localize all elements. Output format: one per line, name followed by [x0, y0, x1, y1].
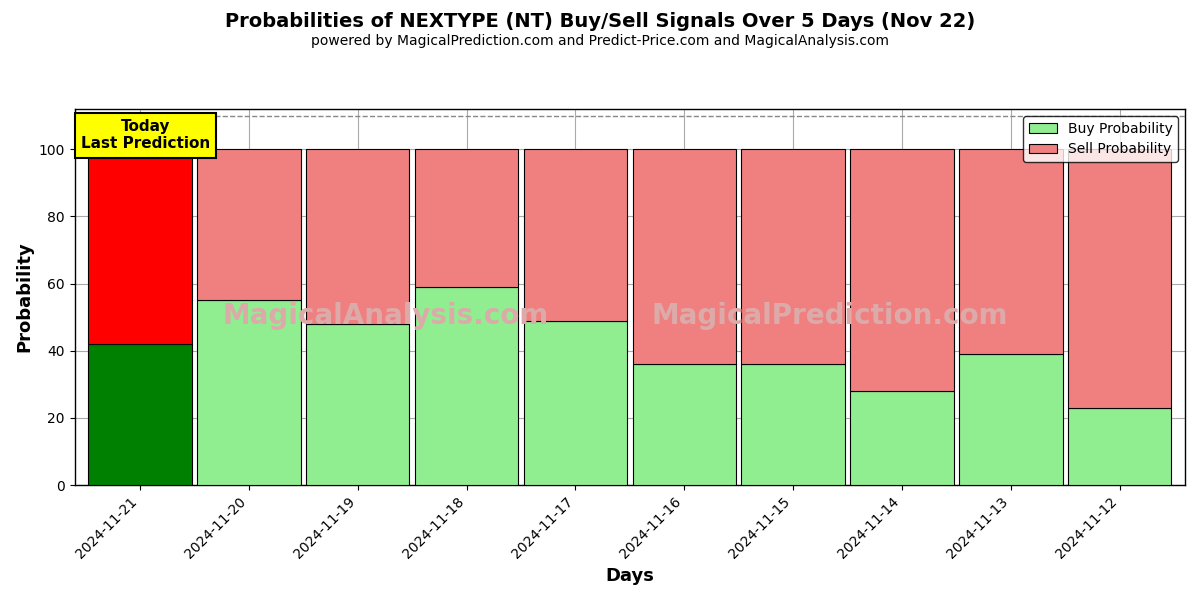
Bar: [415, 287, 518, 485]
Bar: [959, 149, 1062, 354]
Text: MagicalPrediction.com: MagicalPrediction.com: [652, 302, 1008, 330]
Bar: [1068, 149, 1171, 408]
Y-axis label: Probability: Probability: [16, 242, 34, 352]
Text: Probabilities of NEXTYPE (NT) Buy/Sell Signals Over 5 Days (Nov 22): Probabilities of NEXTYPE (NT) Buy/Sell S…: [224, 12, 976, 31]
Bar: [632, 364, 736, 485]
Bar: [851, 391, 954, 485]
Bar: [197, 301, 300, 485]
Bar: [523, 320, 628, 485]
Bar: [632, 149, 736, 364]
Bar: [306, 324, 409, 485]
Bar: [89, 149, 192, 344]
Bar: [742, 149, 845, 364]
Bar: [89, 344, 192, 485]
Bar: [959, 354, 1062, 485]
Bar: [415, 149, 518, 287]
Text: Today
Last Prediction: Today Last Prediction: [80, 119, 210, 151]
X-axis label: Days: Days: [605, 567, 654, 585]
Text: MagicalAnalysis.com: MagicalAnalysis.com: [222, 302, 548, 330]
Bar: [306, 149, 409, 324]
Legend: Buy Probability, Sell Probability: Buy Probability, Sell Probability: [1024, 116, 1178, 162]
Text: powered by MagicalPrediction.com and Predict-Price.com and MagicalAnalysis.com: powered by MagicalPrediction.com and Pre…: [311, 34, 889, 48]
Bar: [1068, 408, 1171, 485]
Bar: [523, 149, 628, 320]
Bar: [851, 149, 954, 391]
Bar: [742, 364, 845, 485]
Bar: [197, 149, 300, 301]
